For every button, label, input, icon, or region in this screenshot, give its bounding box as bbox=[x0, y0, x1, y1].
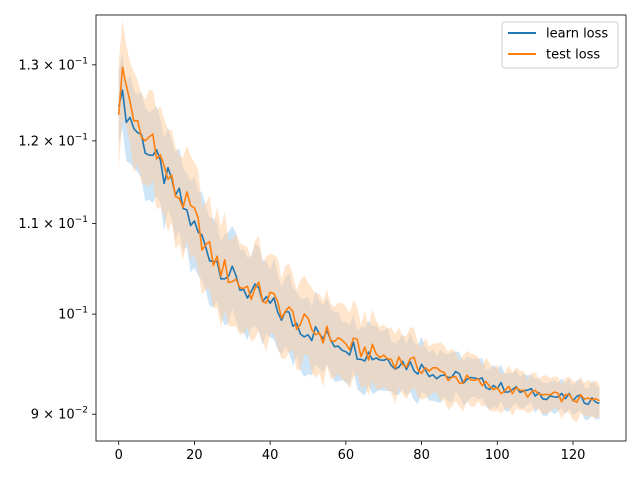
confidence-bands bbox=[118, 19, 600, 423]
series-lines bbox=[117, 66, 600, 406]
y-axis: 9 × 10−2 10−1 1.1 × 10−1 1.2 × 10−1 1.3 × 10… bbox=[18, 56, 96, 423]
y-tick-label: 9 × 10−2 bbox=[31, 406, 88, 423]
legend: learn loss test loss bbox=[501, 21, 619, 69]
x-tick-label: 20 bbox=[186, 448, 203, 463]
legend-label-learn-loss: learn loss bbox=[546, 27, 608, 42]
x-tick-label: 100 bbox=[485, 448, 510, 463]
series-line-test-loss bbox=[117, 66, 600, 404]
plot-frame bbox=[95, 14, 627, 442]
series-line-learn-loss bbox=[117, 89, 600, 406]
y-tick-label: 10−1 bbox=[58, 306, 88, 323]
legend-label-test-loss: test loss bbox=[546, 48, 600, 63]
x-tick-label: 80 bbox=[413, 448, 430, 463]
y-tick-label: 1.3 × 10−1 bbox=[18, 56, 88, 73]
x-tick-label: 0 bbox=[115, 448, 123, 463]
x-axis: 0 20 40 60 80 100 120 bbox=[115, 441, 586, 463]
x-tick-label: 120 bbox=[561, 448, 586, 463]
x-tick-label: 40 bbox=[262, 448, 279, 463]
confidence-band-test-loss bbox=[118, 19, 600, 423]
y-tick-label: 1.2 × 10−1 bbox=[18, 132, 88, 149]
y-tick-label: 1.1 × 10−1 bbox=[18, 215, 88, 232]
x-tick-label: 60 bbox=[338, 448, 355, 463]
